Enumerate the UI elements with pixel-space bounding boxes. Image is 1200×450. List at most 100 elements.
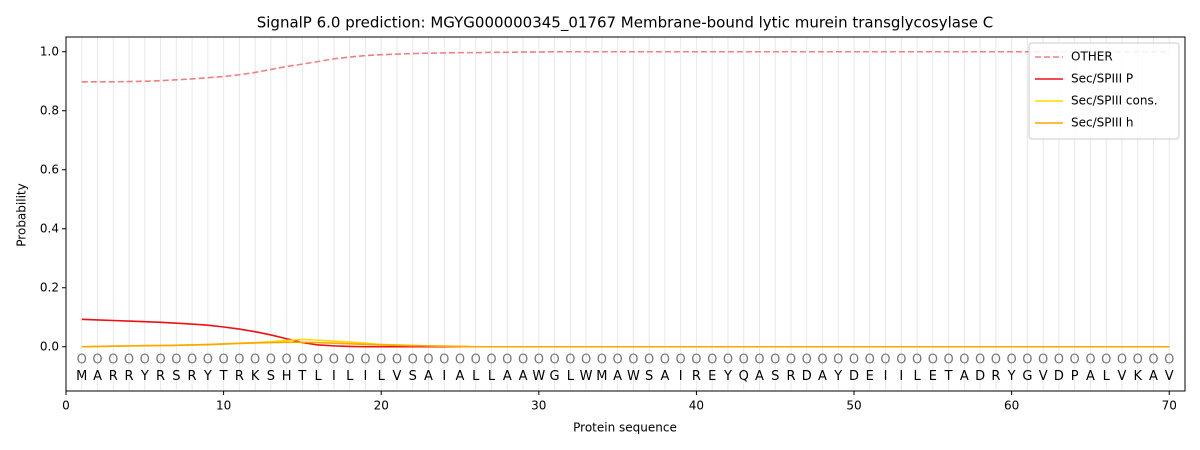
position-label: O <box>707 353 717 368</box>
residue-label: Y <box>1007 369 1016 384</box>
x-tick-label: 10 <box>216 399 231 413</box>
residue-label: T <box>944 369 953 384</box>
residue-label: K <box>251 369 260 384</box>
position-label: O <box>360 353 370 368</box>
plot-frame <box>65 36 1186 392</box>
position-label: O <box>1148 353 1158 368</box>
residue-label: V <box>1118 369 1127 384</box>
position-label: O <box>203 353 213 368</box>
position-label: O <box>124 353 134 368</box>
residue-label: L <box>472 369 480 384</box>
residue-label: S <box>172 369 180 384</box>
residue-label: W <box>580 369 593 384</box>
residue-label: R <box>235 369 244 384</box>
residue-label: W <box>532 369 545 384</box>
position-label: O <box>691 353 701 368</box>
position-label: O <box>187 353 197 368</box>
residue-label: A <box>660 369 669 384</box>
position-label: O <box>77 353 87 368</box>
position-label: O <box>565 353 575 368</box>
residue-label: L <box>567 369 575 384</box>
position-label: O <box>802 353 812 368</box>
residue-label: R <box>692 369 701 384</box>
position-label: O <box>597 353 607 368</box>
y-tick-label: 0.6 <box>40 162 59 176</box>
residue-label: R <box>125 369 134 384</box>
position-label: O <box>880 353 890 368</box>
residue-label: S <box>645 369 653 384</box>
position-label: O <box>1117 353 1127 368</box>
residue-label: A <box>613 369 622 384</box>
position-label: O <box>282 353 292 368</box>
residue-label: R <box>786 369 795 384</box>
position-label: O <box>171 353 181 368</box>
position-label: O <box>959 353 969 368</box>
position-label: O <box>833 353 843 368</box>
residue-label: I <box>899 369 903 384</box>
x-tick-label: 50 <box>846 399 861 413</box>
y-tick-label: 1.0 <box>40 44 59 58</box>
residue-label: G <box>550 369 560 384</box>
residue-label: Y <box>140 369 149 384</box>
residue-label: S <box>771 369 779 384</box>
residue-label: R <box>188 369 197 384</box>
position-label: O <box>549 353 559 368</box>
position-label: O <box>502 353 512 368</box>
x-tick-label: 60 <box>1004 399 1019 413</box>
position-label: O <box>943 353 953 368</box>
position-label: O <box>471 353 481 368</box>
residue-label: L <box>346 369 354 384</box>
residue-label: E <box>866 369 874 384</box>
residue-label: R <box>156 369 165 384</box>
position-label: O <box>1070 353 1080 368</box>
y-tick-label: 0.4 <box>40 221 59 235</box>
position-label: O <box>1133 353 1143 368</box>
x-tick-label: 70 <box>1162 399 1177 413</box>
position-label: O <box>896 353 906 368</box>
residue-label: A <box>755 369 764 384</box>
legend-label: Sec/SPIII cons. <box>1071 94 1158 108</box>
residue-label: I <box>679 369 683 384</box>
position-label: O <box>486 353 496 368</box>
residue-label: V <box>1165 369 1174 384</box>
residue-label: V <box>393 369 402 384</box>
residue-label: A <box>503 369 512 384</box>
position-label: O <box>108 353 118 368</box>
position-label: O <box>865 353 875 368</box>
residue-label: L <box>378 369 386 384</box>
series-line <box>81 50 1170 83</box>
residue-label: L <box>488 369 496 384</box>
residue-label: I <box>332 369 336 384</box>
y-tick-label: 0.2 <box>40 280 59 294</box>
y-tick-label: 0.8 <box>40 103 59 117</box>
residue-label: S <box>267 369 275 384</box>
x-tick-label: 20 <box>374 399 389 413</box>
residue-label: W <box>627 369 640 384</box>
position-label: O <box>329 353 339 368</box>
position-label: O <box>739 353 749 368</box>
position-label: O <box>266 353 276 368</box>
position-label: O <box>218 353 228 368</box>
position-label: O <box>770 353 780 368</box>
position-label: O <box>1038 353 1048 368</box>
residue-label: S <box>409 369 417 384</box>
position-label: O <box>613 353 623 368</box>
residue-label: A <box>1149 369 1158 384</box>
position-label: O <box>408 353 418 368</box>
position-label: O <box>534 353 544 368</box>
position-label: O <box>644 353 654 368</box>
series-line <box>81 341 1170 348</box>
x-axis-label: Protein sequence <box>573 421 677 435</box>
x-tick-label: 0 <box>62 399 70 413</box>
position-label: O <box>991 353 1001 368</box>
residue-label: G <box>1022 369 1032 384</box>
residue-label: L <box>1103 369 1111 384</box>
residue-label: Y <box>833 369 842 384</box>
residue-label: A <box>1086 369 1095 384</box>
legend-box <box>1028 42 1180 140</box>
position-label: O <box>754 353 764 368</box>
position-label: O <box>455 353 465 368</box>
residue-label: Y <box>203 369 212 384</box>
residue-label: R <box>991 369 1000 384</box>
